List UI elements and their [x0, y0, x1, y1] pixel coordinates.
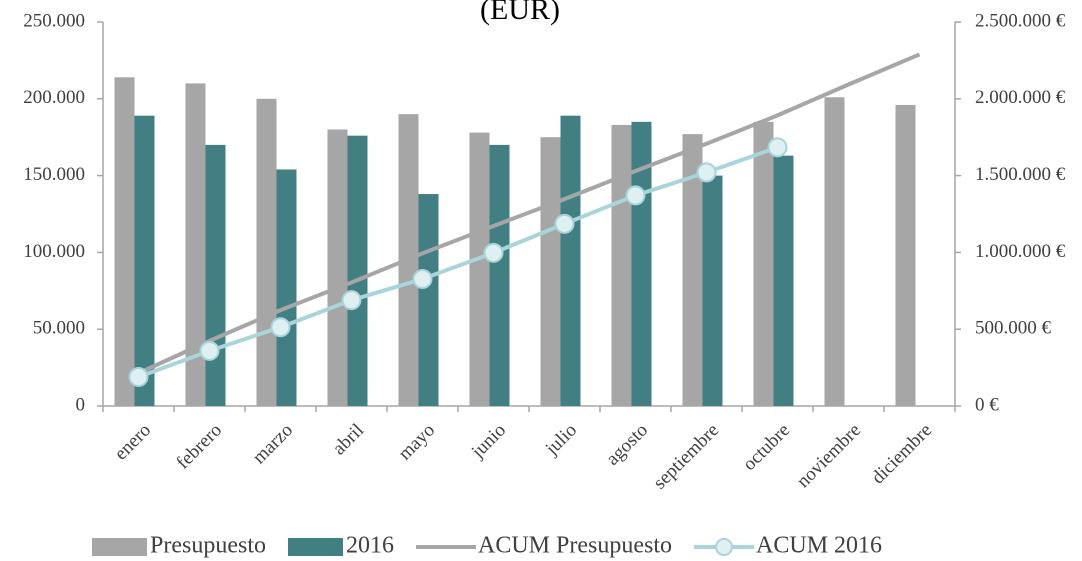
bar: [702, 175, 723, 406]
x-tick-label: noviembre: [793, 420, 865, 492]
chart-title: (EUR): [480, 0, 560, 26]
y2-tick-label: 2.500.000 €: [975, 10, 1066, 31]
y2-tick-label: 2.000.000 €: [975, 87, 1066, 108]
bar: [347, 135, 368, 406]
legend-swatch: [92, 538, 147, 556]
bar: [276, 169, 297, 406]
legend-label: Presupuesto: [150, 533, 266, 559]
y-tick-label: 100.000: [23, 241, 85, 262]
marker: [696, 162, 717, 183]
legend-swatch: [288, 538, 343, 556]
x-tick-label: septiembre: [649, 420, 723, 494]
bar: [560, 115, 581, 407]
y2-tick-label: 1.000.000 €: [975, 241, 1066, 262]
marker: [270, 317, 291, 338]
bar: [489, 144, 510, 406]
x-tick-label: marzo: [249, 420, 297, 468]
x-tick-label: agosto: [602, 420, 652, 470]
marker: [483, 242, 504, 263]
marker: [554, 213, 575, 234]
line: [137, 52, 921, 375]
legend-label: 2016: [346, 533, 394, 559]
bar: [895, 104, 916, 406]
bar: [205, 144, 226, 406]
marker: [412, 268, 433, 289]
x-tick-label: enero: [110, 420, 155, 465]
marker: [625, 185, 646, 206]
x-tick-label: julio: [541, 420, 581, 460]
marker: [128, 366, 149, 387]
bar: [114, 77, 135, 407]
x-tick-label: mayo: [394, 420, 439, 465]
x-tick-label: junio: [467, 420, 510, 463]
legend-label: ACUM 2016: [756, 533, 882, 559]
line: [137, 145, 779, 379]
y-tick-label: 150.000: [23, 164, 85, 185]
y2-tick-label: 500.000 €: [975, 318, 1052, 339]
y-tick-label: 50.000: [33, 318, 85, 339]
bar: [682, 134, 703, 407]
x-tick-label: diciembre: [868, 420, 937, 489]
bar: [469, 132, 490, 407]
y2-tick-label: 1.500.000 €: [975, 164, 1066, 185]
x-tick-label: abril: [329, 420, 368, 459]
marker: [341, 290, 362, 311]
bar: [256, 98, 277, 407]
bar: [418, 194, 439, 406]
marker: [199, 340, 220, 361]
bar: [327, 129, 348, 406]
x-tick-label: febrero: [172, 420, 226, 474]
bar: [824, 97, 845, 406]
x-tick-label: octubre: [739, 420, 794, 475]
bar: [753, 121, 774, 406]
bar: [773, 155, 794, 406]
y-tick-label: 0: [76, 394, 86, 415]
y2-tick-label: 0 €: [975, 394, 999, 415]
y-tick-label: 200.000: [23, 87, 85, 108]
legend-label: ACUM Presupuesto: [478, 533, 672, 559]
legend-marker: [715, 538, 734, 556]
bar: [540, 137, 561, 406]
marker: [767, 137, 788, 158]
bar: [134, 115, 155, 407]
y-tick-label: 250.000: [23, 10, 85, 31]
bar: [611, 124, 632, 407]
bar: [185, 83, 206, 406]
